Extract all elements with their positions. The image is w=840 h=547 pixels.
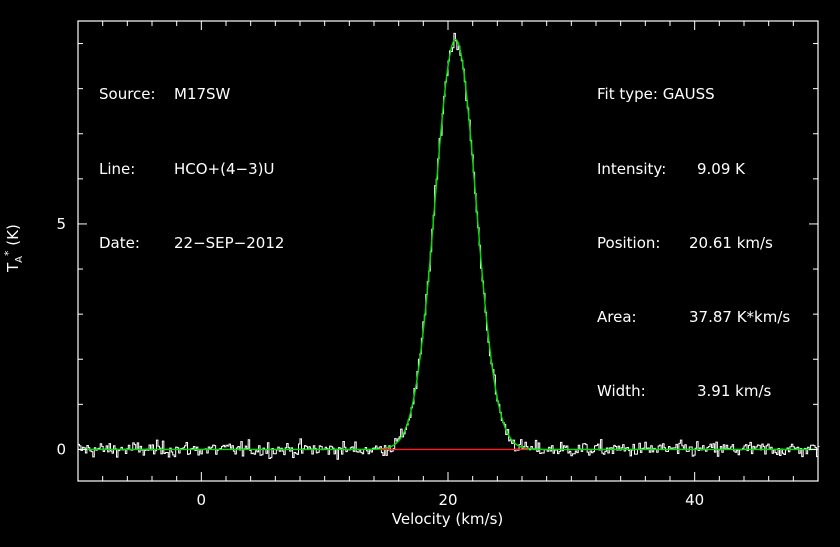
date-row: Date: 22−SEP−2012	[99, 231, 284, 256]
x-tick-label: 20	[438, 491, 457, 509]
y-tick-label: 0	[56, 440, 66, 458]
area-key: Area:	[597, 307, 637, 326]
y-axis-label-t: T	[4, 262, 22, 272]
source-value: M17SW	[174, 85, 231, 104]
fit-info: Fit type: GAUSS Intensity: 9.09 K Positio…	[597, 33, 790, 428]
intensity-key: Intensity:	[597, 159, 667, 178]
source-row: Source: M17SW	[99, 82, 284, 107]
area-row: Area: 37.87 K*km/s	[597, 305, 790, 330]
y-axis-label-star: *	[2, 250, 15, 256]
source-key: Source:	[99, 85, 156, 104]
area-value: 37.87 K*km/s	[689, 307, 791, 326]
x-tick-label: 0	[197, 491, 207, 509]
y-axis-label-unit: (K)	[4, 224, 22, 251]
gaussian-fit-line	[78, 38, 818, 451]
fit-type-key: Fit type:	[597, 85, 658, 104]
y-axis-label-sub: A	[14, 255, 25, 263]
fit-type-row: Fit type: GAUSS	[597, 82, 790, 107]
width-key: Width:	[597, 381, 646, 400]
intensity-row: Intensity: 9.09 K	[597, 157, 790, 182]
y-tick-label: 5	[56, 215, 66, 233]
position-row: Position: 20.61 km/s	[597, 231, 790, 256]
width-row: Width: 3.91 km/s	[597, 379, 790, 404]
x-tick-label: 40	[685, 491, 704, 509]
date-value: 22−SEP−2012	[174, 233, 285, 252]
position-value: 20.61 km/s	[689, 233, 773, 252]
y-axis-label: TA* (K)	[2, 224, 25, 272]
intensity-value: 9.09 K	[697, 159, 746, 178]
position-key: Position:	[597, 233, 661, 252]
line-value: HCO+(4−3)U	[174, 159, 275, 178]
width-value: 3.91 km/s	[697, 381, 772, 400]
header-info: Source: M17SW Line: HCO+(4−3)U Date: 22−SEP…	[99, 33, 284, 280]
line-row: Line: HCO+(4−3)U	[99, 157, 284, 182]
fit-type-value: GAUSS	[662, 85, 715, 104]
line-key: Line:	[99, 159, 136, 178]
x-axis-label: Velocity (km/s)	[391, 510, 504, 528]
date-key: Date:	[99, 233, 140, 252]
